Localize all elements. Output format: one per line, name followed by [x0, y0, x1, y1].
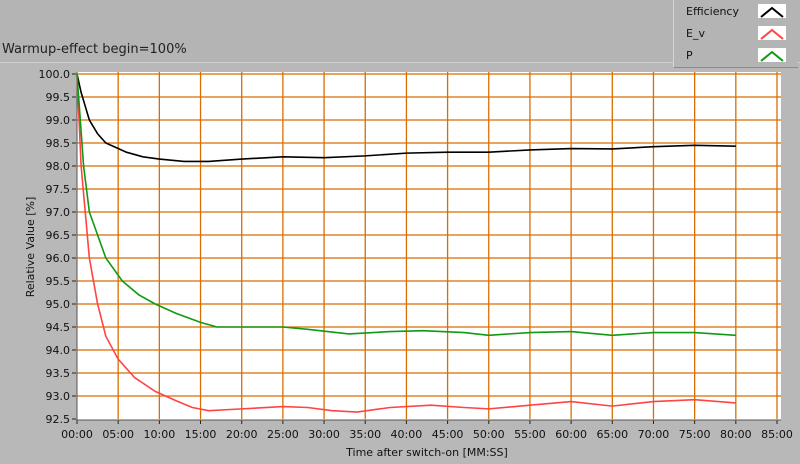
legend-label-ev: E_v [686, 27, 705, 40]
x-tick-label: 75:00 [679, 428, 711, 441]
y-tick-label: 97.5 [46, 183, 71, 196]
legend-swatch-p[interactable] [758, 48, 786, 62]
y-axis-label: Relative Value [%] [24, 197, 37, 298]
y-tick-label: 100.0 [39, 68, 71, 81]
x-tick-label: 50:00 [473, 428, 505, 441]
y-tick-label: 93.5 [46, 367, 71, 380]
x-tick-label: 15:00 [185, 428, 217, 441]
y-tick-label: 96.5 [46, 229, 71, 242]
y-tick-label: 92.5 [46, 413, 71, 426]
x-tick-label: 25:00 [267, 428, 299, 441]
chart-title: Warmup-effect begin=100% [2, 42, 187, 57]
y-tick-label: 99.0 [46, 114, 71, 127]
series-p [76, 73, 736, 337]
y-tick-label: 97.0 [46, 206, 71, 219]
x-tick-label: 60:00 [555, 428, 587, 441]
x-axis-label: Time after switch-on [MM:SS] [345, 446, 508, 459]
y-tick-label: 94.5 [46, 321, 71, 334]
y-tick-label: 96.0 [46, 252, 71, 265]
x-tick-label: 85:00 [761, 428, 793, 441]
x-tick-label: 00:00 [61, 428, 93, 441]
y-tick-label: 93.0 [46, 390, 71, 403]
series-e-v [76, 73, 736, 413]
x-tick-label: 10:00 [144, 428, 176, 441]
legend-swatch-efficiency[interactable] [758, 4, 786, 18]
x-tick-label: 70:00 [638, 428, 670, 441]
legend-swatch-ev[interactable] [758, 26, 786, 40]
y-tick-label: 98.5 [46, 137, 71, 150]
x-tick-label: 30:00 [308, 428, 340, 441]
x-tick-label: 05:00 [102, 428, 134, 441]
x-tick-label: 80:00 [720, 428, 752, 441]
legend-label-efficiency: Efficiency [686, 5, 739, 18]
y-tick-label: 98.0 [46, 160, 71, 173]
y-tick-label: 95.5 [46, 275, 71, 288]
y-tick-label: 95.0 [46, 298, 71, 311]
x-tick-label: 35:00 [349, 428, 381, 441]
x-tick-label: 55:00 [514, 428, 546, 441]
x-tick-label: 20:00 [226, 428, 258, 441]
series-efficiency [76, 73, 736, 163]
legend: Efficiency E_v P [673, 0, 798, 68]
x-tick-label: 45:00 [432, 428, 464, 441]
y-tick-label: 99.5 [46, 91, 71, 104]
plot-area [77, 72, 781, 420]
y-tick-label: 94.0 [46, 344, 71, 357]
legend-label-p: P [686, 49, 693, 62]
x-tick-label: 40:00 [391, 428, 423, 441]
x-tick-label: 65:00 [596, 428, 628, 441]
